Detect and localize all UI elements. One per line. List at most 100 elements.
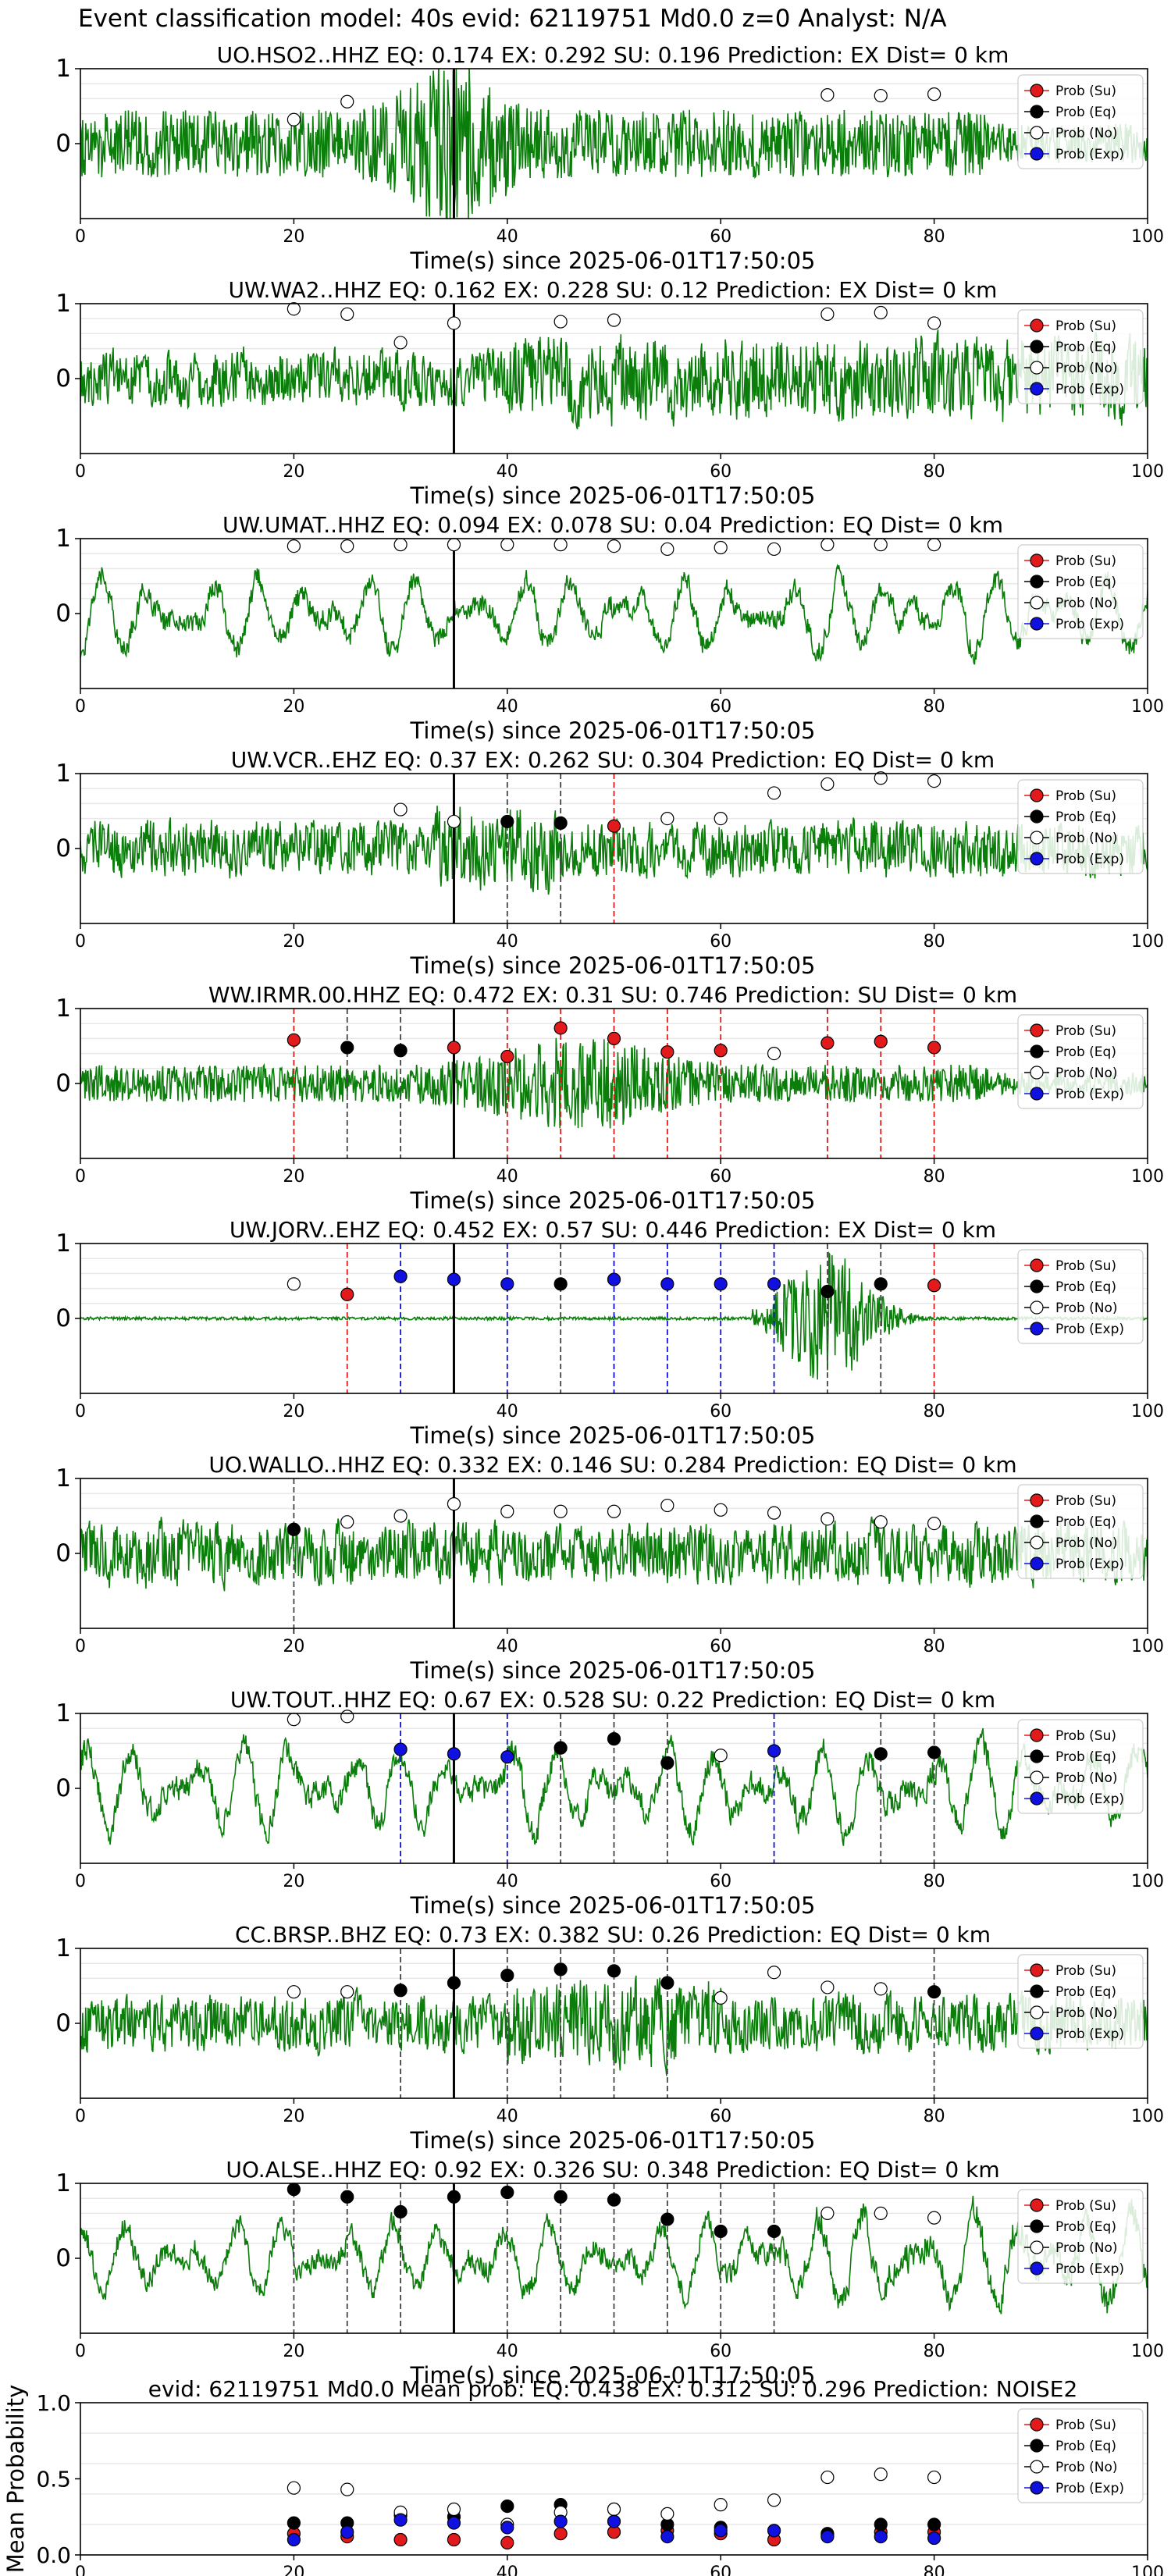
x-tick-label: 60 (710, 2107, 731, 2126)
prob-marker-eq (393, 1984, 408, 1998)
prob-marker-eq (553, 1962, 568, 1976)
prob-marker-no (820, 1980, 835, 1994)
legend-marker-no (1030, 1300, 1044, 1315)
panel-title: UW.UMAT..HHZ EQ: 0.094 EX: 0.078 SU: 0.0… (222, 512, 1003, 538)
x-tick-label: 60 (710, 227, 731, 247)
prob-marker-eq (340, 2190, 354, 2204)
prob-marker-eq (927, 1745, 941, 1759)
prob-marker-no (820, 538, 835, 552)
legend-label: Prob (Su) (1055, 1963, 1116, 1979)
prob-marker-no (340, 2482, 354, 2496)
prob-marker-su (874, 1034, 888, 1048)
x-tick-label: 100 (1131, 932, 1164, 952)
prob-marker-no (874, 1515, 888, 1529)
prob-marker-eq (447, 1976, 461, 1990)
legend-marker-exp (1030, 382, 1044, 396)
prob-marker-eq (607, 1964, 621, 1978)
y-tick-label: 1 (55, 290, 71, 318)
prob-marker-eq (287, 2183, 301, 2197)
prob-marker-su (500, 1049, 514, 1064)
legend-marker-su (1030, 1023, 1044, 1037)
prob-marker-su (607, 1031, 621, 1046)
prob-marker-no (767, 786, 781, 800)
prob-marker-su (820, 1036, 835, 1050)
legend-marker-no (1030, 1770, 1044, 1784)
x-tick-label: 80 (924, 1402, 945, 1421)
x-tick-label: 20 (283, 1167, 304, 1187)
x-tick-label: 20 (283, 462, 304, 482)
x-tick-label: 80 (924, 697, 945, 717)
prob-marker-no (447, 814, 461, 829)
x-tick-label: 0 (75, 697, 86, 717)
prob-marker-su (660, 1045, 674, 1059)
legend-box (1017, 1249, 1144, 1344)
legend-marker-su (1030, 84, 1044, 98)
prob-marker-no (714, 1503, 728, 1517)
legend-label: Prob (Exp) (1055, 617, 1124, 632)
prob-marker-eq (767, 2224, 781, 2239)
legend-label: Prob (Exp) (1055, 2261, 1124, 2277)
prob-marker-exp (287, 2532, 301, 2547)
panel-title: evid: 62119751 Md0.0 Mean prob: EQ: 0.43… (148, 2376, 1078, 2402)
prob-marker-eq (500, 2500, 514, 2514)
prob-marker-eq (660, 1976, 674, 1990)
prob-marker-eq (447, 2190, 461, 2204)
prob-marker-no (820, 2206, 835, 2220)
legend-marker-su (1030, 1728, 1044, 1742)
legend-marker-exp (1030, 1791, 1044, 1806)
x-tick-label: 20 (283, 697, 304, 717)
prob-marker-su (340, 1287, 354, 1301)
prob-marker-no (927, 316, 941, 330)
prob-marker-no (820, 87, 835, 102)
y-tick-label: 0 (55, 1774, 71, 1802)
chart-panel-4: 0 20 40 60 80 100 1 0 UW.VCR..EHZ EQ: 0.37 EX: 0… (55, 747, 1164, 979)
x-tick-label: 80 (924, 462, 945, 482)
legend-box (1017, 1484, 1144, 1579)
x-tick-label: 0 (75, 462, 86, 482)
legend-label: Prob (Eq) (1055, 1984, 1116, 2000)
prob-marker-no (393, 336, 408, 350)
prob-marker-exp (714, 1277, 728, 1291)
legend-label: Prob (Eq) (1055, 1279, 1116, 1295)
prob-marker-no (714, 540, 728, 555)
prob-marker-exp (447, 2516, 461, 2530)
y-tick-label: 0 (55, 1304, 71, 1332)
x-tick-label: 80 (924, 1167, 945, 1187)
prob-marker-no (553, 538, 568, 552)
prob-marker-no (927, 538, 941, 552)
x-tick-label: 80 (924, 2564, 945, 2576)
legend-box (1017, 1719, 1144, 1814)
waveform-trace (80, 1037, 1148, 1129)
legend-marker-eq (1030, 105, 1044, 119)
prob-marker-su (447, 1041, 461, 1055)
y-axis-label: Mean Probability (2, 2385, 29, 2574)
prob-marker-exp (767, 2524, 781, 2538)
prob-marker-exp (553, 2514, 568, 2528)
x-tick-label: 80 (924, 227, 945, 247)
prob-marker-exp (660, 1277, 674, 1291)
legend-label: Prob (Exp) (1055, 2481, 1124, 2496)
x-tick-label: 0 (75, 2107, 86, 2126)
legend-label: Prob (Eq) (1055, 2219, 1116, 2235)
legend-marker-no (1030, 361, 1044, 375)
x-tick-label: 0 (75, 1637, 86, 1656)
legend-label: Prob (Su) (1055, 1493, 1116, 1509)
prob-marker-no (553, 315, 568, 329)
prob-marker-exp (927, 2531, 941, 2546)
prob-marker-no (500, 538, 514, 552)
prob-marker-no (447, 2502, 461, 2517)
x-tick-label: 20 (283, 1872, 304, 1891)
panel-title: UW.VCR..EHZ EQ: 0.37 EX: 0.262 SU: 0.304… (231, 747, 995, 773)
legend-marker-su (1030, 318, 1044, 333)
x-tick-label: 100 (1131, 2342, 1164, 2361)
legend-marker-no (1030, 1066, 1044, 1080)
prob-marker-eq (287, 1522, 301, 1536)
legend-box (1017, 309, 1144, 404)
legend-marker-no (1030, 596, 1044, 610)
x-tick-label: 40 (497, 1402, 518, 1421)
prob-marker-eq (553, 2190, 568, 2204)
x-tick-label: 100 (1131, 227, 1164, 247)
x-axis-label: Time(s) since 2025-06-01T17:50:05 (410, 482, 816, 509)
prob-marker-no (714, 1991, 728, 2005)
x-tick-label: 80 (924, 1872, 945, 1891)
